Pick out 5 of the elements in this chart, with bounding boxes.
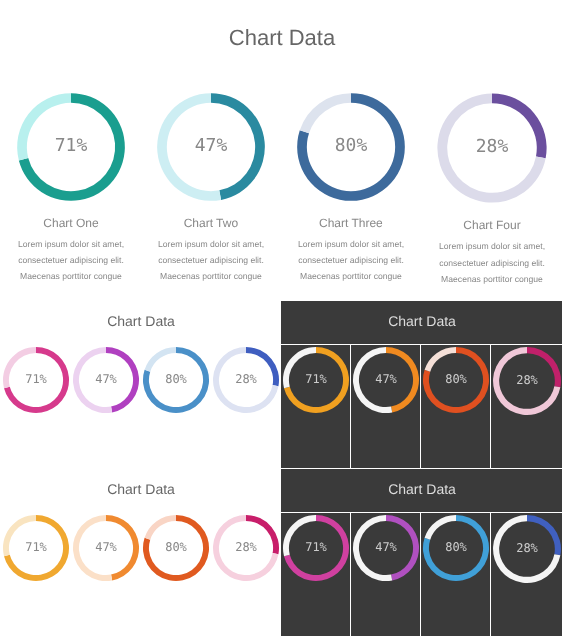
data-label: 28%: [475, 138, 510, 158]
data-label: 80%: [334, 137, 369, 157]
data-label: 71%: [54, 137, 89, 157]
text: Chart Data: [228, 27, 337, 51]
data-label: 47%: [194, 137, 229, 157]
